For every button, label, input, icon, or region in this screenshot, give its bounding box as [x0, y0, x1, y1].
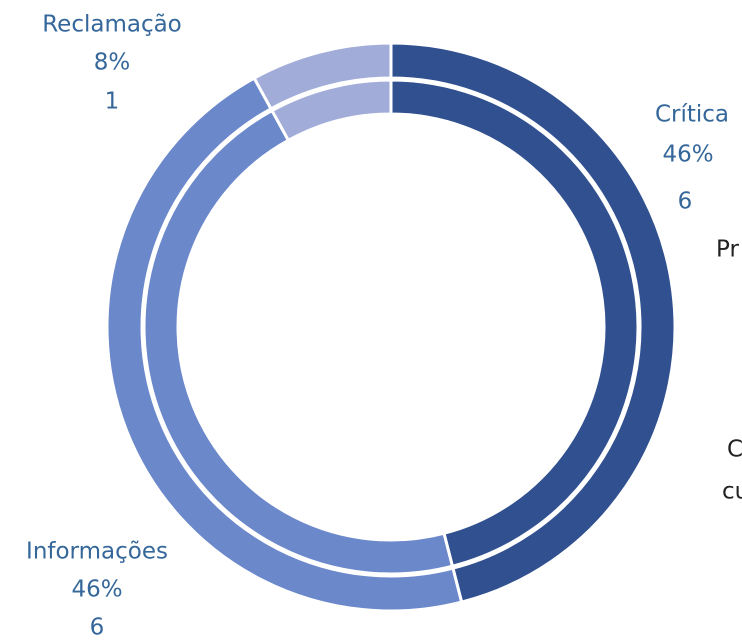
clipped-text: C	[727, 437, 742, 463]
count-label: 6	[90, 615, 105, 640]
slice-label: Reclamação	[42, 12, 182, 38]
percent-label: 8%	[94, 50, 131, 76]
clipped-text: cu	[722, 479, 742, 505]
slice-label: Crítica	[655, 102, 729, 128]
count-label: 6	[678, 189, 693, 215]
slice-label: Informações	[26, 539, 168, 565]
outer-slice	[252, 41, 393, 111]
count-label: 1	[105, 89, 120, 115]
inner-slice	[269, 78, 393, 143]
percent-label: 46%	[662, 142, 713, 168]
clipped-text: Pr	[716, 237, 739, 263]
percent-label: 46%	[71, 577, 122, 603]
